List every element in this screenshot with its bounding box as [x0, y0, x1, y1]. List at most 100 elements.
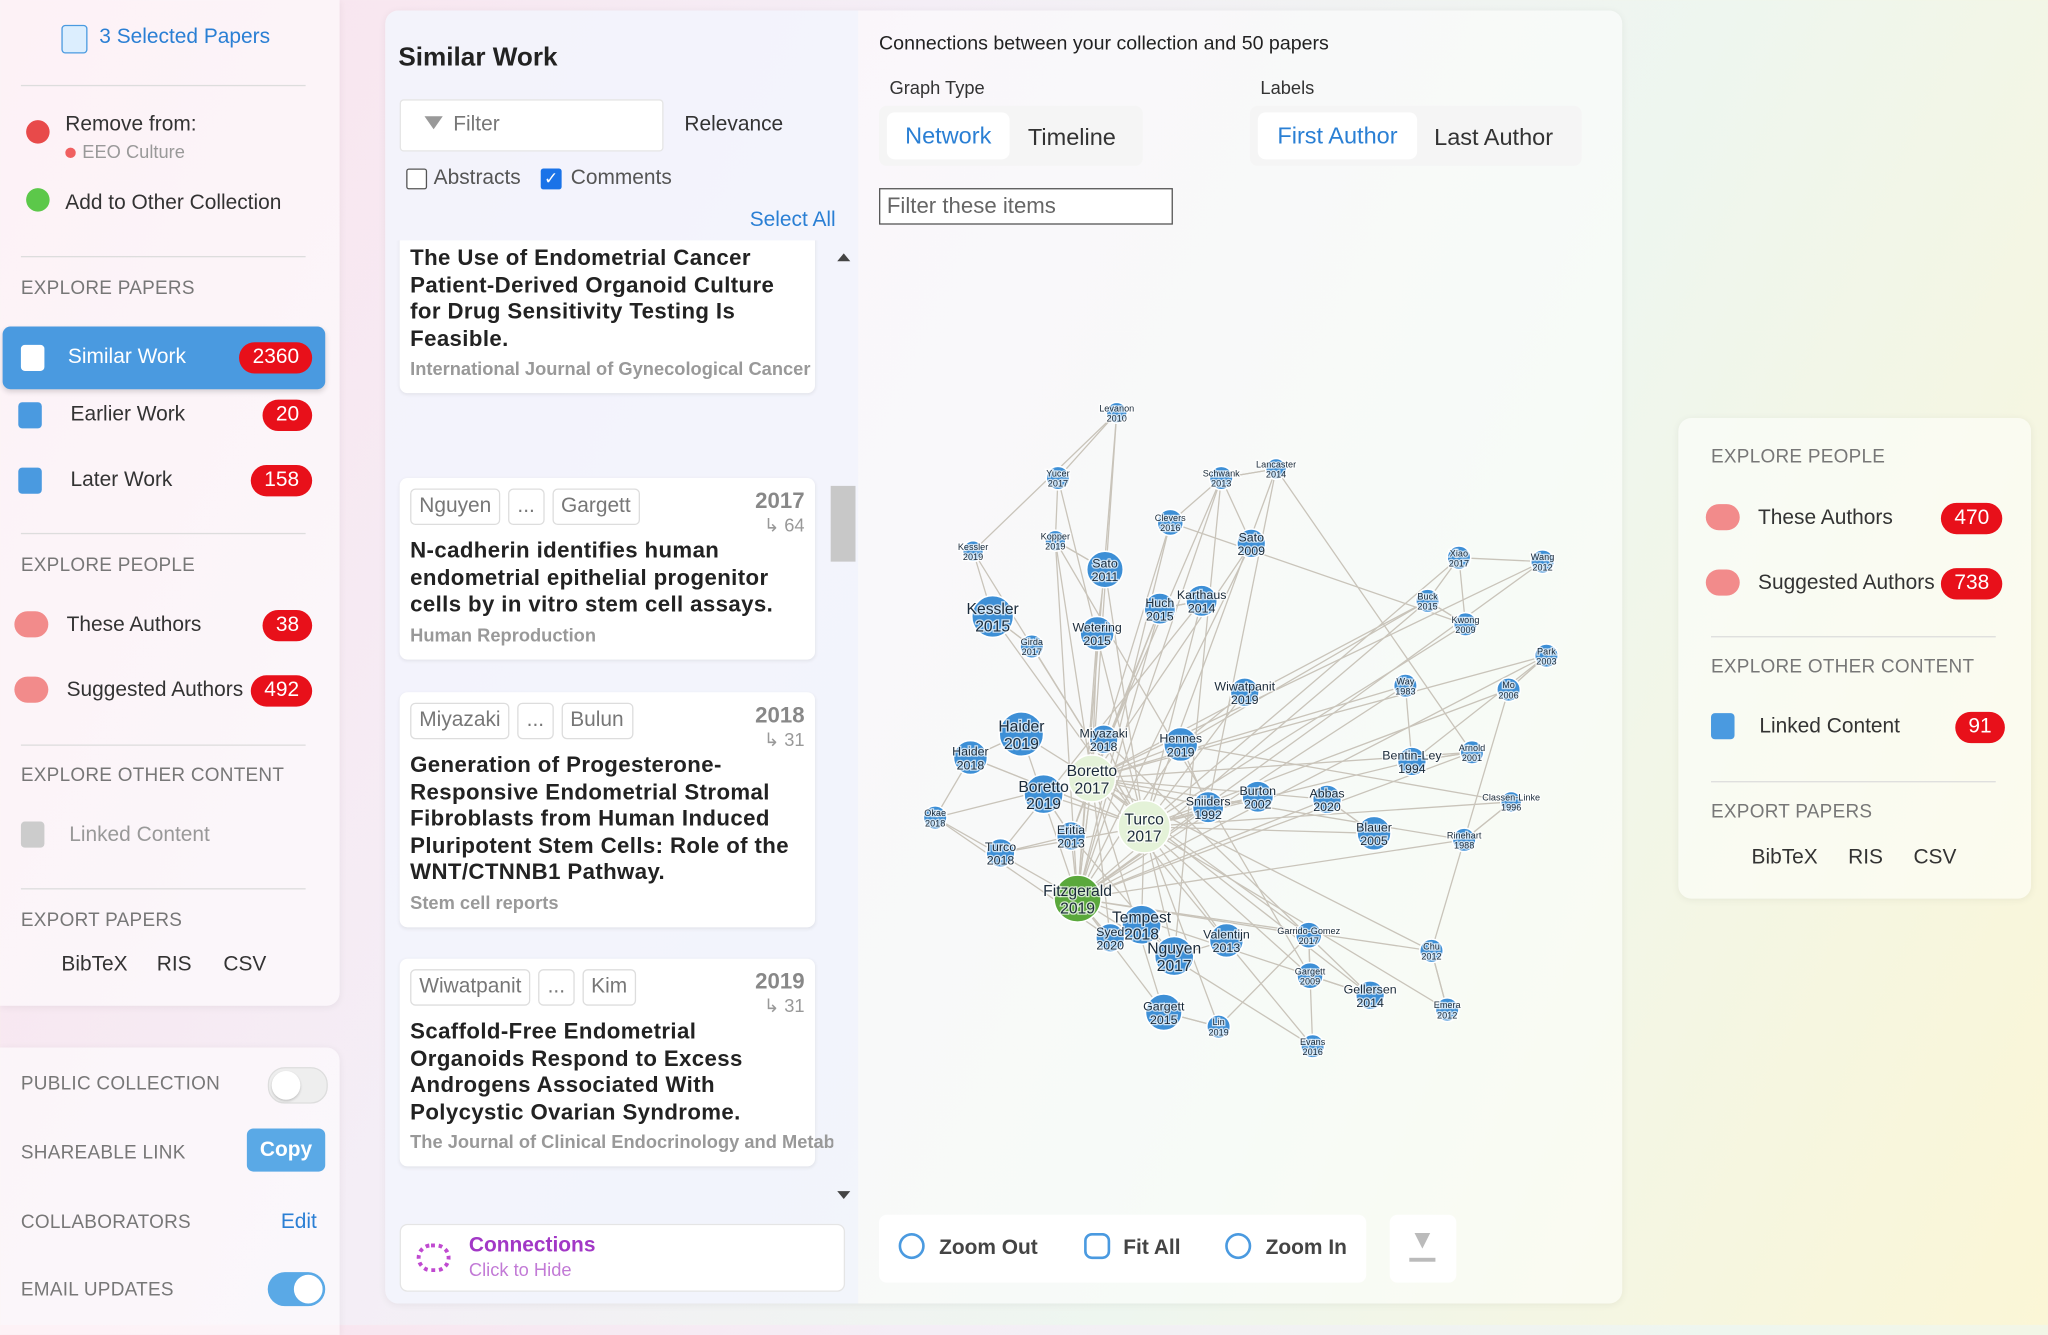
node[interactable]	[1396, 746, 1428, 777]
node[interactable]	[1045, 465, 1071, 491]
paper-title[interactable]: The Use of Endometrial Cancer Patient-De…	[410, 245, 775, 351]
export-link[interactable]: CSV	[1913, 846, 1957, 869]
node[interactable]	[1264, 457, 1288, 481]
node[interactable]	[1105, 401, 1128, 424]
node[interactable]	[1019, 633, 1045, 660]
node[interactable]	[1153, 935, 1195, 977]
nav-item[interactable]: Earlier Work	[70, 403, 186, 426]
node[interactable]	[1156, 508, 1185, 537]
sort[interactable]: Relevance	[684, 113, 784, 136]
author-chip[interactable]: ...	[538, 969, 575, 1006]
toggle[interactable]	[267, 1067, 328, 1104]
node[interactable]	[1144, 993, 1183, 1032]
node[interactable]	[961, 539, 985, 563]
fit-all[interactable]: Fit All	[1123, 1236, 1181, 1260]
tab[interactable]: Timeline	[1027, 124, 1116, 151]
edit-link[interactable]: Edit	[280, 1210, 317, 1233]
node[interactable]	[1079, 615, 1115, 652]
node[interactable]	[1311, 784, 1343, 815]
zoom-out[interactable]: Zoom Out	[939, 1236, 1038, 1260]
node[interactable]	[1162, 726, 1199, 763]
node[interactable]	[1185, 584, 1219, 618]
filter-box[interactable]: Filter	[399, 99, 664, 152]
node[interactable]	[998, 711, 1045, 758]
node[interactable]	[1121, 904, 1162, 946]
node[interactable]	[1067, 754, 1117, 803]
paper-card[interactable]: Girda...Smith2017↳ 36The Use of Endometr…	[399, 240, 816, 394]
node[interactable]	[1356, 815, 1392, 852]
node[interactable]	[1354, 980, 1386, 1011]
node[interactable]	[1418, 938, 1445, 964]
toggle[interactable]	[267, 1272, 326, 1307]
node[interactable]	[985, 837, 1016, 869]
export-link[interactable]: BibTeX	[61, 953, 128, 976]
node[interactable]	[1143, 592, 1177, 626]
node[interactable]	[1434, 997, 1460, 1023]
node[interactable]	[1415, 588, 1441, 614]
node[interactable]	[1499, 790, 1523, 814]
node[interactable]	[1459, 739, 1485, 765]
node[interactable]	[1191, 790, 1225, 824]
export-link[interactable]: RIS	[1848, 846, 1883, 869]
node[interactable]	[1529, 549, 1556, 575]
node[interactable]	[1053, 874, 1102, 923]
node[interactable]	[1452, 611, 1479, 637]
paper-title[interactable]: Generation of Progesterone-Responsive En…	[410, 752, 790, 885]
select-all[interactable]: Select All	[749, 208, 836, 232]
node[interactable]	[1044, 529, 1067, 552]
connections-toggle[interactable]: Connections Click to Hide	[399, 1223, 846, 1292]
node[interactable]	[1117, 799, 1172, 854]
author-chip[interactable]: Nguyen	[410, 488, 501, 526]
nav-item[interactable]: Suggested Authors	[1758, 572, 1935, 595]
copy-button[interactable]: Copy	[246, 1128, 326, 1172]
node[interactable]	[1533, 643, 1559, 669]
author-chip[interactable]: Gargett	[551, 488, 640, 526]
node[interactable]	[1095, 922, 1126, 953]
node[interactable]	[970, 594, 1015, 639]
node[interactable]	[1241, 780, 1275, 814]
node[interactable]	[1296, 961, 1324, 990]
node[interactable]	[952, 739, 989, 776]
node[interactable]	[1236, 528, 1267, 559]
node[interactable]	[1055, 820, 1087, 852]
export-link[interactable]: CSV	[223, 953, 267, 976]
tab-active[interactable]: Network	[886, 112, 1010, 160]
node[interactable]	[1208, 922, 1245, 959]
node[interactable]	[1451, 827, 1477, 853]
linked-content[interactable]: Linked Content	[1759, 715, 1900, 738]
nav-item[interactable]: Suggested Authors	[66, 679, 244, 702]
tab[interactable]: Last Author	[1434, 124, 1554, 151]
author-chip[interactable]: Wiwatpanit	[410, 969, 531, 1006]
checkbox[interactable]	[406, 168, 428, 190]
author-chip[interactable]: Miyazaki	[410, 702, 510, 740]
nav-item[interactable]: Later Work	[70, 468, 173, 492]
remove-from[interactable]: Remove from:	[65, 113, 197, 136]
author-chip[interactable]: ...	[517, 702, 554, 740]
linked-content[interactable]: Linked Content	[69, 824, 210, 847]
node[interactable]	[1206, 1014, 1232, 1040]
node[interactable]	[1023, 773, 1064, 815]
node[interactable]	[1392, 673, 1418, 699]
node[interactable]	[1088, 724, 1119, 755]
add-other[interactable]: Add to Other Collection	[65, 191, 282, 215]
paper-title[interactable]: Scaffold-Free Endometrial Organoids Resp…	[410, 1018, 743, 1124]
download-button[interactable]	[1389, 1214, 1457, 1283]
node[interactable]	[1496, 677, 1522, 703]
node[interactable]	[1294, 921, 1323, 950]
nav-item[interactable]: These Authors	[1758, 506, 1893, 529]
paper-card[interactable]: Nguyen... Gargett 2017 ↳ 64 N-cadherin ident…	[399, 478, 816, 659]
paper-card[interactable]: Miyazaki... Bulun 2018 ↳ 31 Generation of Pr…	[399, 692, 816, 927]
author-chip[interactable]: Kim	[581, 969, 637, 1006]
nav-item[interactable]: These Authors	[66, 613, 202, 637]
node[interactable]	[922, 805, 948, 831]
author-chip[interactable]: Bulun	[561, 702, 633, 740]
node[interactable]	[1085, 550, 1125, 589]
graph-filter[interactable]: Filter these items	[879, 188, 1173, 225]
node[interactable]	[1229, 677, 1260, 708]
node[interactable]	[1300, 1033, 1326, 1059]
node[interactable]	[1446, 545, 1472, 571]
paper-card[interactable]: Wiwatpanit... Kim 2019 ↳ 31 Scaffold-Free En…	[399, 958, 833, 1167]
zoom-in[interactable]: Zoom In	[1265, 1236, 1347, 1260]
selected-papers[interactable]: 3 Selected Papers	[99, 26, 271, 49]
nav-item[interactable]: Similar Work	[67, 346, 186, 369]
